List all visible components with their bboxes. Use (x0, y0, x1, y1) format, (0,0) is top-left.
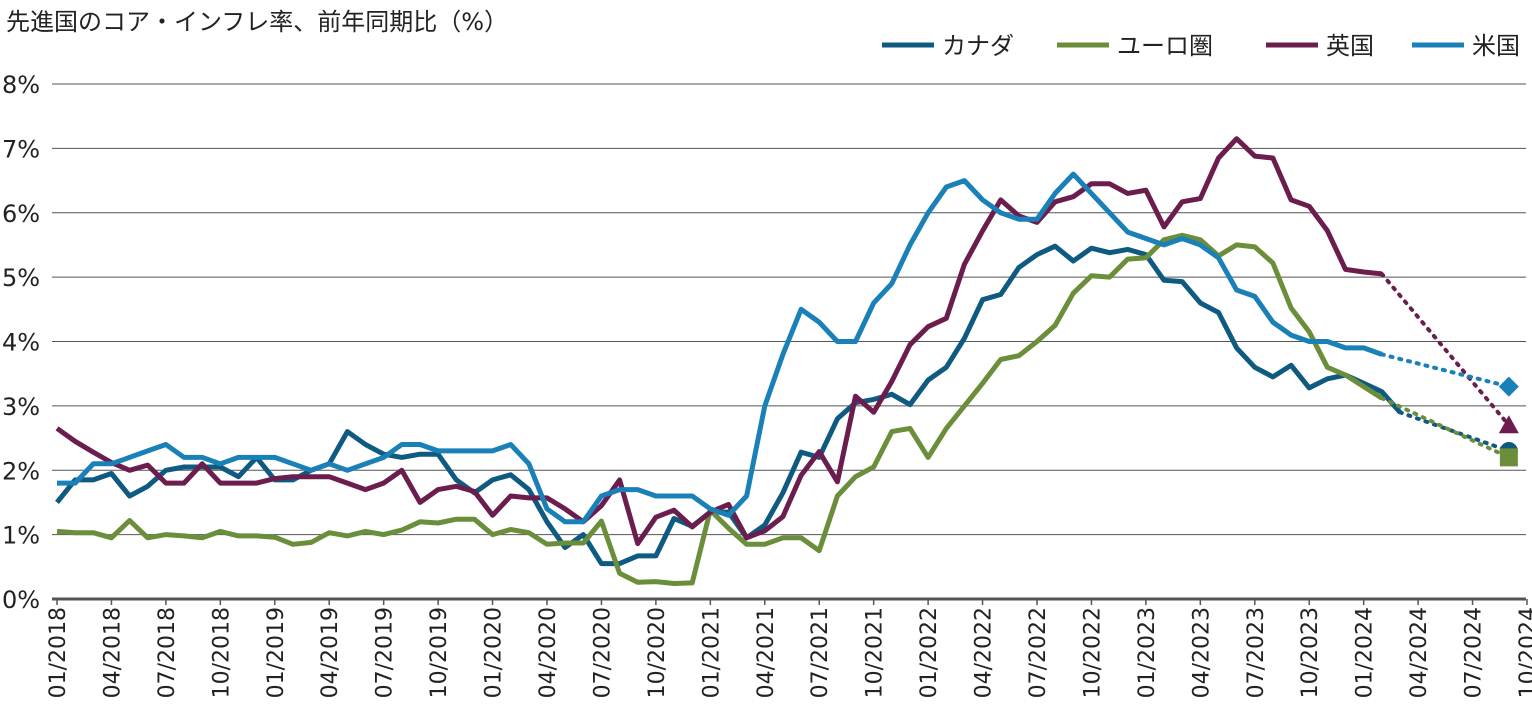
forecast-line (1379, 396, 1511, 460)
x-tick-label: 07/2022 (1026, 607, 1051, 698)
forecast-line (1379, 352, 1511, 389)
chart-title: 先進国のコア・インフレ率、前年同期比（%） (6, 8, 509, 36)
x-tick-label: 10/2024 (1516, 607, 1532, 698)
x-tick-label: 07/2020 (590, 607, 615, 698)
x-tick-label: 07/2021 (808, 607, 833, 698)
x-tick-label: 01/2023 (1135, 607, 1160, 698)
x-tick-label: 04/2023 (1189, 607, 1214, 698)
y-tick-label: 4% (2, 329, 40, 357)
y-tick-label: 2% (2, 457, 40, 485)
legend-label: 英国 (1326, 32, 1374, 60)
x-tick-label: 04/2022 (972, 607, 997, 698)
y-tick-label: 0% (2, 586, 40, 614)
series-line (55, 136, 1383, 547)
y-tick-label: 3% (2, 393, 40, 421)
y-tick-label: 7% (2, 135, 40, 163)
forecast-marker (1498, 376, 1519, 397)
legend-label: カナダ (942, 32, 1014, 60)
series-line (56, 232, 1384, 586)
x-tick-label: 10/2023 (1298, 607, 1323, 698)
x-tick-label: 10/2020 (645, 607, 670, 698)
forecast-marker (1498, 415, 1519, 434)
forecast-marker (1499, 448, 1518, 467)
x-tick-label: 07/2023 (1244, 607, 1269, 698)
x-tick-label: 07/2018 (155, 607, 180, 698)
x-tick-label: 04/2020 (536, 607, 561, 698)
legend-label: ユーロ圏 (1117, 32, 1213, 60)
x-tick-label: 01/2018 (46, 607, 71, 698)
x-tick-label: 04/2024 (1407, 607, 1432, 698)
y-tick-label: 6% (2, 200, 40, 228)
y-tick-label: 8% (2, 71, 40, 99)
legend-label: 米国 (1472, 32, 1520, 60)
x-tick-label: 01/2022 (917, 607, 942, 698)
x-tick-label: 10/2018 (209, 607, 234, 698)
series-line (57, 171, 1383, 525)
x-tick-label: 01/2024 (1353, 607, 1378, 698)
x-tick-label: 04/2018 (100, 607, 125, 698)
x-tick-label: 04/2021 (754, 607, 779, 698)
x-tick-label: 07/2019 (373, 607, 398, 698)
y-tick-label: 5% (2, 264, 40, 292)
x-tick-label: 04/2019 (318, 607, 343, 698)
y-tick-label: 1% (2, 522, 40, 550)
x-tick-label: 10/2019 (427, 607, 452, 698)
x-tick-label: 01/2019 (264, 607, 289, 698)
x-tick-label: 01/2020 (482, 607, 507, 698)
x-tick-label: 10/2021 (863, 607, 888, 698)
x-tick-label: 07/2024 (1462, 607, 1487, 698)
x-tick-label: 10/2022 (1080, 607, 1105, 698)
forecast-line (1379, 271, 1511, 428)
x-tick-label: 01/2021 (699, 607, 724, 698)
